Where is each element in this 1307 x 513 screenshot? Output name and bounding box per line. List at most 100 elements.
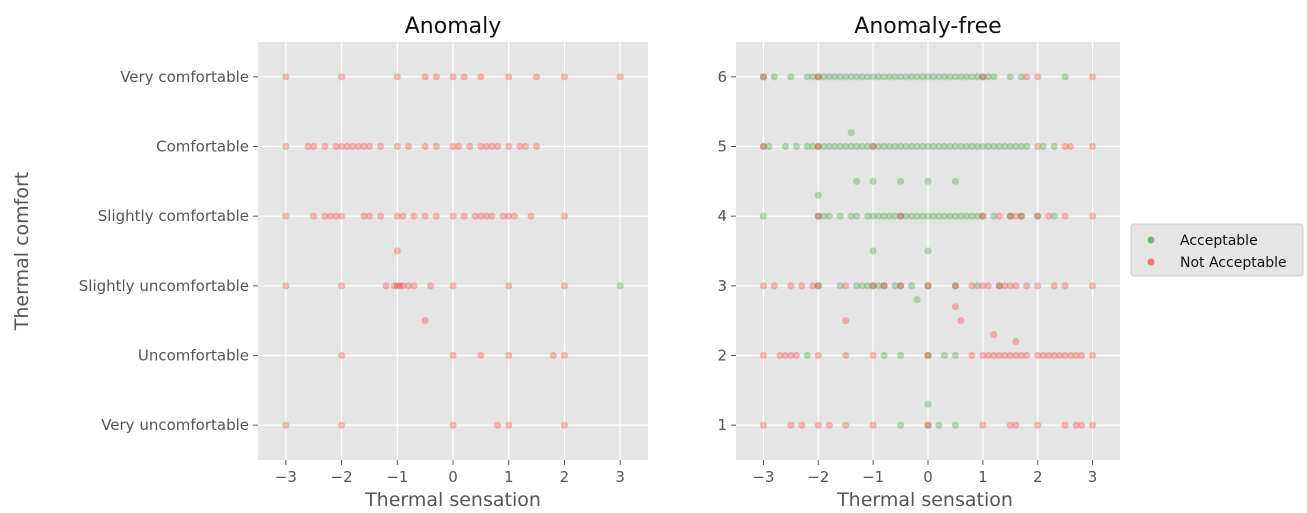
not-acceptable-point (282, 73, 290, 81)
acceptable-point (853, 282, 861, 290)
not-acceptable-point (560, 73, 569, 81)
not-acceptable-point (404, 282, 413, 290)
not-acceptable-point (1034, 142, 1042, 151)
not-acceptable-point (1061, 421, 1069, 429)
acceptable-point (995, 142, 1003, 151)
not-acceptable-point (1050, 351, 1058, 360)
not-acceptable-point (1001, 351, 1009, 360)
not-acceptable-point (1023, 351, 1031, 360)
acceptable-point (902, 142, 910, 151)
acceptable-point (951, 177, 960, 185)
acceptable-point (990, 73, 998, 81)
acceptable-point (847, 73, 855, 81)
not-acceptable-point (1072, 351, 1080, 360)
not-acceptable-point (896, 212, 905, 220)
legend-label-acceptable: Acceptable (1180, 233, 1258, 249)
acceptable-point (973, 73, 981, 81)
not-acceptable-point (337, 212, 346, 220)
acceptable-point (875, 142, 883, 151)
anomaly-free-title: Anomaly-free (854, 14, 1001, 39)
acceptable-point (929, 212, 938, 220)
y-tick-label: Uncomfortable (138, 347, 249, 365)
not-acceptable-point (432, 73, 440, 81)
acceptable-point (896, 351, 905, 360)
acceptable-point (957, 73, 965, 81)
acceptable-point (880, 282, 888, 290)
acceptable-point (962, 73, 971, 81)
not-acceptable-point (1088, 351, 1097, 360)
not-acceptable-point (337, 421, 346, 429)
not-acceptable-point (560, 212, 569, 220)
legend-marker-not-acceptable (1147, 258, 1155, 266)
not-acceptable-point (787, 282, 795, 290)
acceptable-point (869, 247, 877, 255)
not-acceptable-point (979, 73, 987, 81)
not-acceptable-point (449, 282, 457, 290)
anomaly-free-gridlines (736, 42, 1120, 460)
acceptable-point (935, 73, 943, 81)
not-acceptable-point (842, 282, 850, 290)
not-acceptable-point (516, 142, 524, 151)
not-acceptable-point (365, 142, 374, 151)
not-acceptable-point (1045, 351, 1053, 360)
not-acceptable-point (532, 73, 541, 81)
not-acceptable-point (560, 421, 569, 429)
not-acceptable-point (482, 212, 491, 220)
not-acceptable-point (505, 282, 513, 290)
not-acceptable-point (449, 421, 457, 429)
legend: Acceptable Not Acceptable (1130, 223, 1304, 277)
not-acceptable-point (1006, 282, 1014, 290)
x-tick-label: 3 (615, 468, 625, 486)
acceptable-point (907, 282, 916, 290)
anomaly-points (282, 73, 624, 429)
x-tick-label: −1 (862, 468, 884, 486)
not-acceptable-point (505, 421, 513, 429)
y-tick-label: Comfortable (156, 138, 249, 156)
not-acceptable-point (995, 351, 1003, 360)
acceptable-point (946, 142, 954, 151)
not-acceptable-point (376, 142, 385, 151)
acceptable-point (1034, 212, 1042, 220)
acceptable-point (1050, 212, 1058, 220)
acceptable-point (924, 421, 932, 429)
not-acceptable-point (477, 142, 485, 151)
acceptable-point (929, 142, 938, 151)
not-acceptable-point (979, 421, 987, 429)
not-acceptable-point (282, 142, 290, 151)
not-acceptable-point (460, 212, 468, 220)
acceptable-point (770, 73, 779, 81)
x-tick-label: −3 (275, 468, 297, 486)
x-tick-label: 2 (560, 468, 570, 486)
acceptable-point (990, 142, 998, 151)
y-tick-label: Very uncomfortable (101, 416, 249, 434)
not-acceptable-point (449, 142, 457, 151)
not-acceptable-point (842, 421, 850, 429)
not-acceptable-point (326, 212, 335, 220)
not-acceptable-point (995, 282, 1003, 290)
not-acceptable-point (1006, 212, 1014, 220)
acceptable-point (880, 73, 888, 81)
not-acceptable-point (427, 282, 435, 290)
acceptable-point (803, 73, 811, 81)
acceptable-point (935, 142, 943, 151)
legend-box (1130, 223, 1304, 277)
acceptable-point (935, 421, 943, 429)
not-acceptable-point (332, 142, 340, 151)
not-acceptable-point (759, 142, 768, 151)
not-acceptable-point (1078, 351, 1086, 360)
not-acceptable-point (354, 142, 362, 151)
legend-label-not-acceptable: Not Acceptable (1180, 255, 1287, 271)
not-acceptable-point (282, 212, 290, 220)
not-acceptable-point (399, 282, 407, 290)
not-acceptable-point (449, 212, 457, 220)
x-tick-label: 0 (923, 468, 933, 486)
not-acceptable-point (510, 212, 518, 220)
acceptable-point (973, 282, 981, 290)
not-acceptable-point (1067, 351, 1075, 360)
acceptable-point (924, 177, 932, 185)
not-acceptable-point (880, 282, 888, 290)
acceptable-point (918, 73, 927, 81)
not-acceptable-point (842, 351, 850, 360)
acceptable-point (951, 282, 960, 290)
